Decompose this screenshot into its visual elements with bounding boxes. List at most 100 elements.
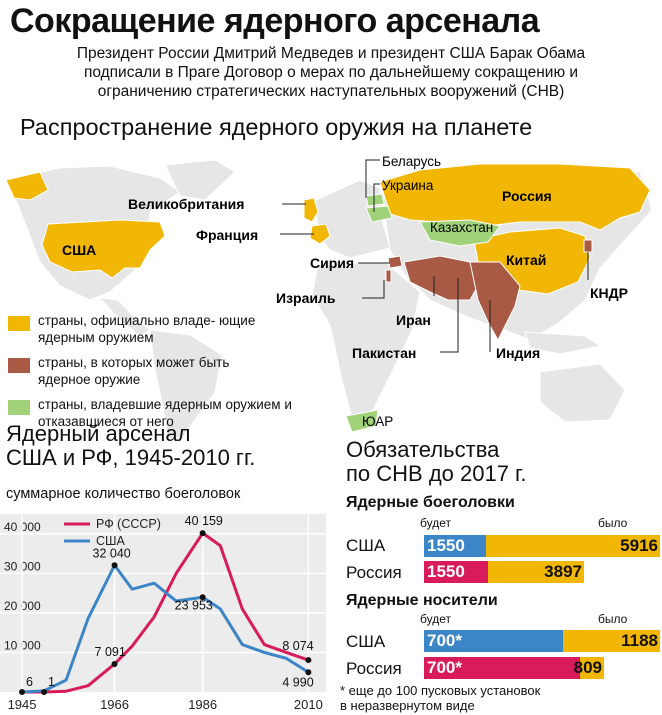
warheads-title: Ядерные боеголовки <box>346 494 515 511</box>
leader-belarus <box>365 159 380 198</box>
warheads-now-label: будет <box>420 516 451 530</box>
data-point <box>41 688 48 695</box>
shape-syria <box>387 255 403 269</box>
warheads-was-label: было <box>598 516 628 530</box>
page-subtitle: Президент России Дмитрий Медведев и през… <box>0 44 662 101</box>
shape-iran-pakistan <box>403 255 481 301</box>
leader-ukraine <box>373 183 380 212</box>
label-usa: США <box>62 242 96 258</box>
carriers-bar-was-russia: 809 <box>573 658 602 677</box>
shape-belarus <box>365 193 385 207</box>
label-belarus: Беларусь <box>382 154 441 169</box>
x-tick-label: 1986 <box>188 697 217 712</box>
data-label: 7 091 <box>95 645 126 659</box>
strategic-title-line: по СНВ до 2017 г. <box>346 461 527 486</box>
legend-text: страны, владевшие ядерным оружием и отка… <box>38 397 292 429</box>
data-point <box>305 669 312 676</box>
data-point <box>19 688 26 695</box>
footnote-line: * еще до 100 пусковых установок <box>340 683 541 698</box>
legend-label: США <box>96 534 125 548</box>
x-tick-label: 1945 <box>8 697 37 712</box>
leader-pakistan <box>440 278 459 353</box>
land-africa <box>311 261 421 419</box>
shape-usa <box>41 219 166 279</box>
carriers-bar-now-russia: 700* <box>424 657 580 679</box>
warheads-bar-now-usa: 1550 <box>424 535 486 557</box>
legend-swatch <box>8 316 30 331</box>
warheads-row-label-russia: Россия <box>346 563 402 582</box>
land-south-america <box>149 329 223 438</box>
data-label: 8 074 <box>282 639 313 653</box>
data-point <box>111 660 118 667</box>
label-uk: Великобритания <box>128 196 244 212</box>
shape-uk <box>303 197 319 223</box>
shape-kazakhstan <box>419 219 501 247</box>
warheads-bar-russia: 1550 3897 <box>424 561 584 583</box>
legend-swatch <box>8 400 30 415</box>
leader-israel <box>362 280 385 299</box>
carriers-bar-usa: 700* 1188 <box>424 630 660 652</box>
label-ukraine: Украина <box>382 178 434 193</box>
label-israel: Израиль <box>276 290 336 306</box>
warheads-bar-was-usa: 5916 <box>620 536 658 555</box>
label-russia: Россия <box>502 188 552 204</box>
arsenal-subtitle: суммарное количество боеголовок <box>6 486 241 502</box>
carriers-row-label-russia: Россия <box>346 659 402 678</box>
page-title: Сокращение ядерного арсенала <box>10 2 540 40</box>
data-label: 32 040 <box>93 546 131 560</box>
data-point <box>305 657 312 664</box>
shape-sar <box>345 409 379 433</box>
data-label: 1 <box>48 675 55 689</box>
label-kazakhstan: Казахстан <box>430 220 493 235</box>
data-label: 40 159 <box>185 514 223 528</box>
subtitle-line: ограничению стратегических наступательны… <box>97 83 565 100</box>
label-iran: Иран <box>396 312 431 328</box>
x-tick-label: 1966 <box>100 697 129 712</box>
data-label: 4 990 <box>282 675 313 689</box>
land-greenland <box>164 159 236 201</box>
legend-swatch <box>8 358 30 373</box>
data-point <box>199 594 206 601</box>
shape-france <box>309 223 331 245</box>
legend-text: страны, в которых может быть ядерное ору… <box>38 355 230 387</box>
country-shapes <box>5 163 651 433</box>
data-label: 23 953 <box>175 598 213 612</box>
label-syria: Сирия <box>310 255 354 271</box>
carriers-was-label: было <box>598 612 628 626</box>
land-australia <box>539 363 626 423</box>
carriers-row-label-usa: США <box>346 632 386 651</box>
data-point <box>111 562 118 569</box>
carriers-bar-was-usa: 1188 <box>621 631 658 650</box>
shape-ukraine <box>365 205 393 223</box>
warheads-bar-was-russia: 3897 <box>544 562 582 581</box>
warheads-bar-now-russia: 1550 <box>424 561 488 583</box>
data-point <box>199 530 206 537</box>
label-sar: ЮАР <box>362 414 393 429</box>
arsenal-title-line: США и РФ, 1945-2010 гг. <box>6 445 256 470</box>
label-france: Франция <box>196 227 258 243</box>
data-label: 6 <box>26 675 33 689</box>
shape-alaska <box>5 171 49 201</box>
carriers-now-label: будет <box>420 612 451 626</box>
shape-russia <box>379 163 651 231</box>
arsenal-title: Ядерный арсенал США и РФ, 1945-2010 гг. <box>6 422 255 470</box>
warheads-row-label-usa: США <box>346 536 386 555</box>
label-china: Китай <box>506 252 546 268</box>
warheads-bar-usa: 1550 5916 <box>424 535 660 557</box>
x-tick-label: 2010 <box>294 697 323 712</box>
label-pakistan: Пакистан <box>352 345 416 361</box>
strategic-title: Обязательства по СНВ до 2017 г. <box>346 438 527 486</box>
label-dprk: КНДР <box>590 285 628 301</box>
subtitle-line: подписали в Праге Договор о мерах по дал… <box>83 64 579 81</box>
subtitle-line: Президент России Дмитрий Медведев и през… <box>76 45 586 62</box>
leader-lines <box>280 159 589 353</box>
arsenal-title-line: Ядерный арсенал <box>6 421 191 446</box>
land-indonesia <box>524 331 602 355</box>
label-india: Индия <box>496 345 540 361</box>
chart-plot-area <box>0 514 326 692</box>
world-map: США Россия Великобритания Франция Китай … <box>5 154 653 438</box>
shape-israel <box>385 269 392 283</box>
footnote-line: в неразвернутом виде <box>340 698 475 713</box>
legend-label: РФ (СССР) <box>96 517 161 531</box>
